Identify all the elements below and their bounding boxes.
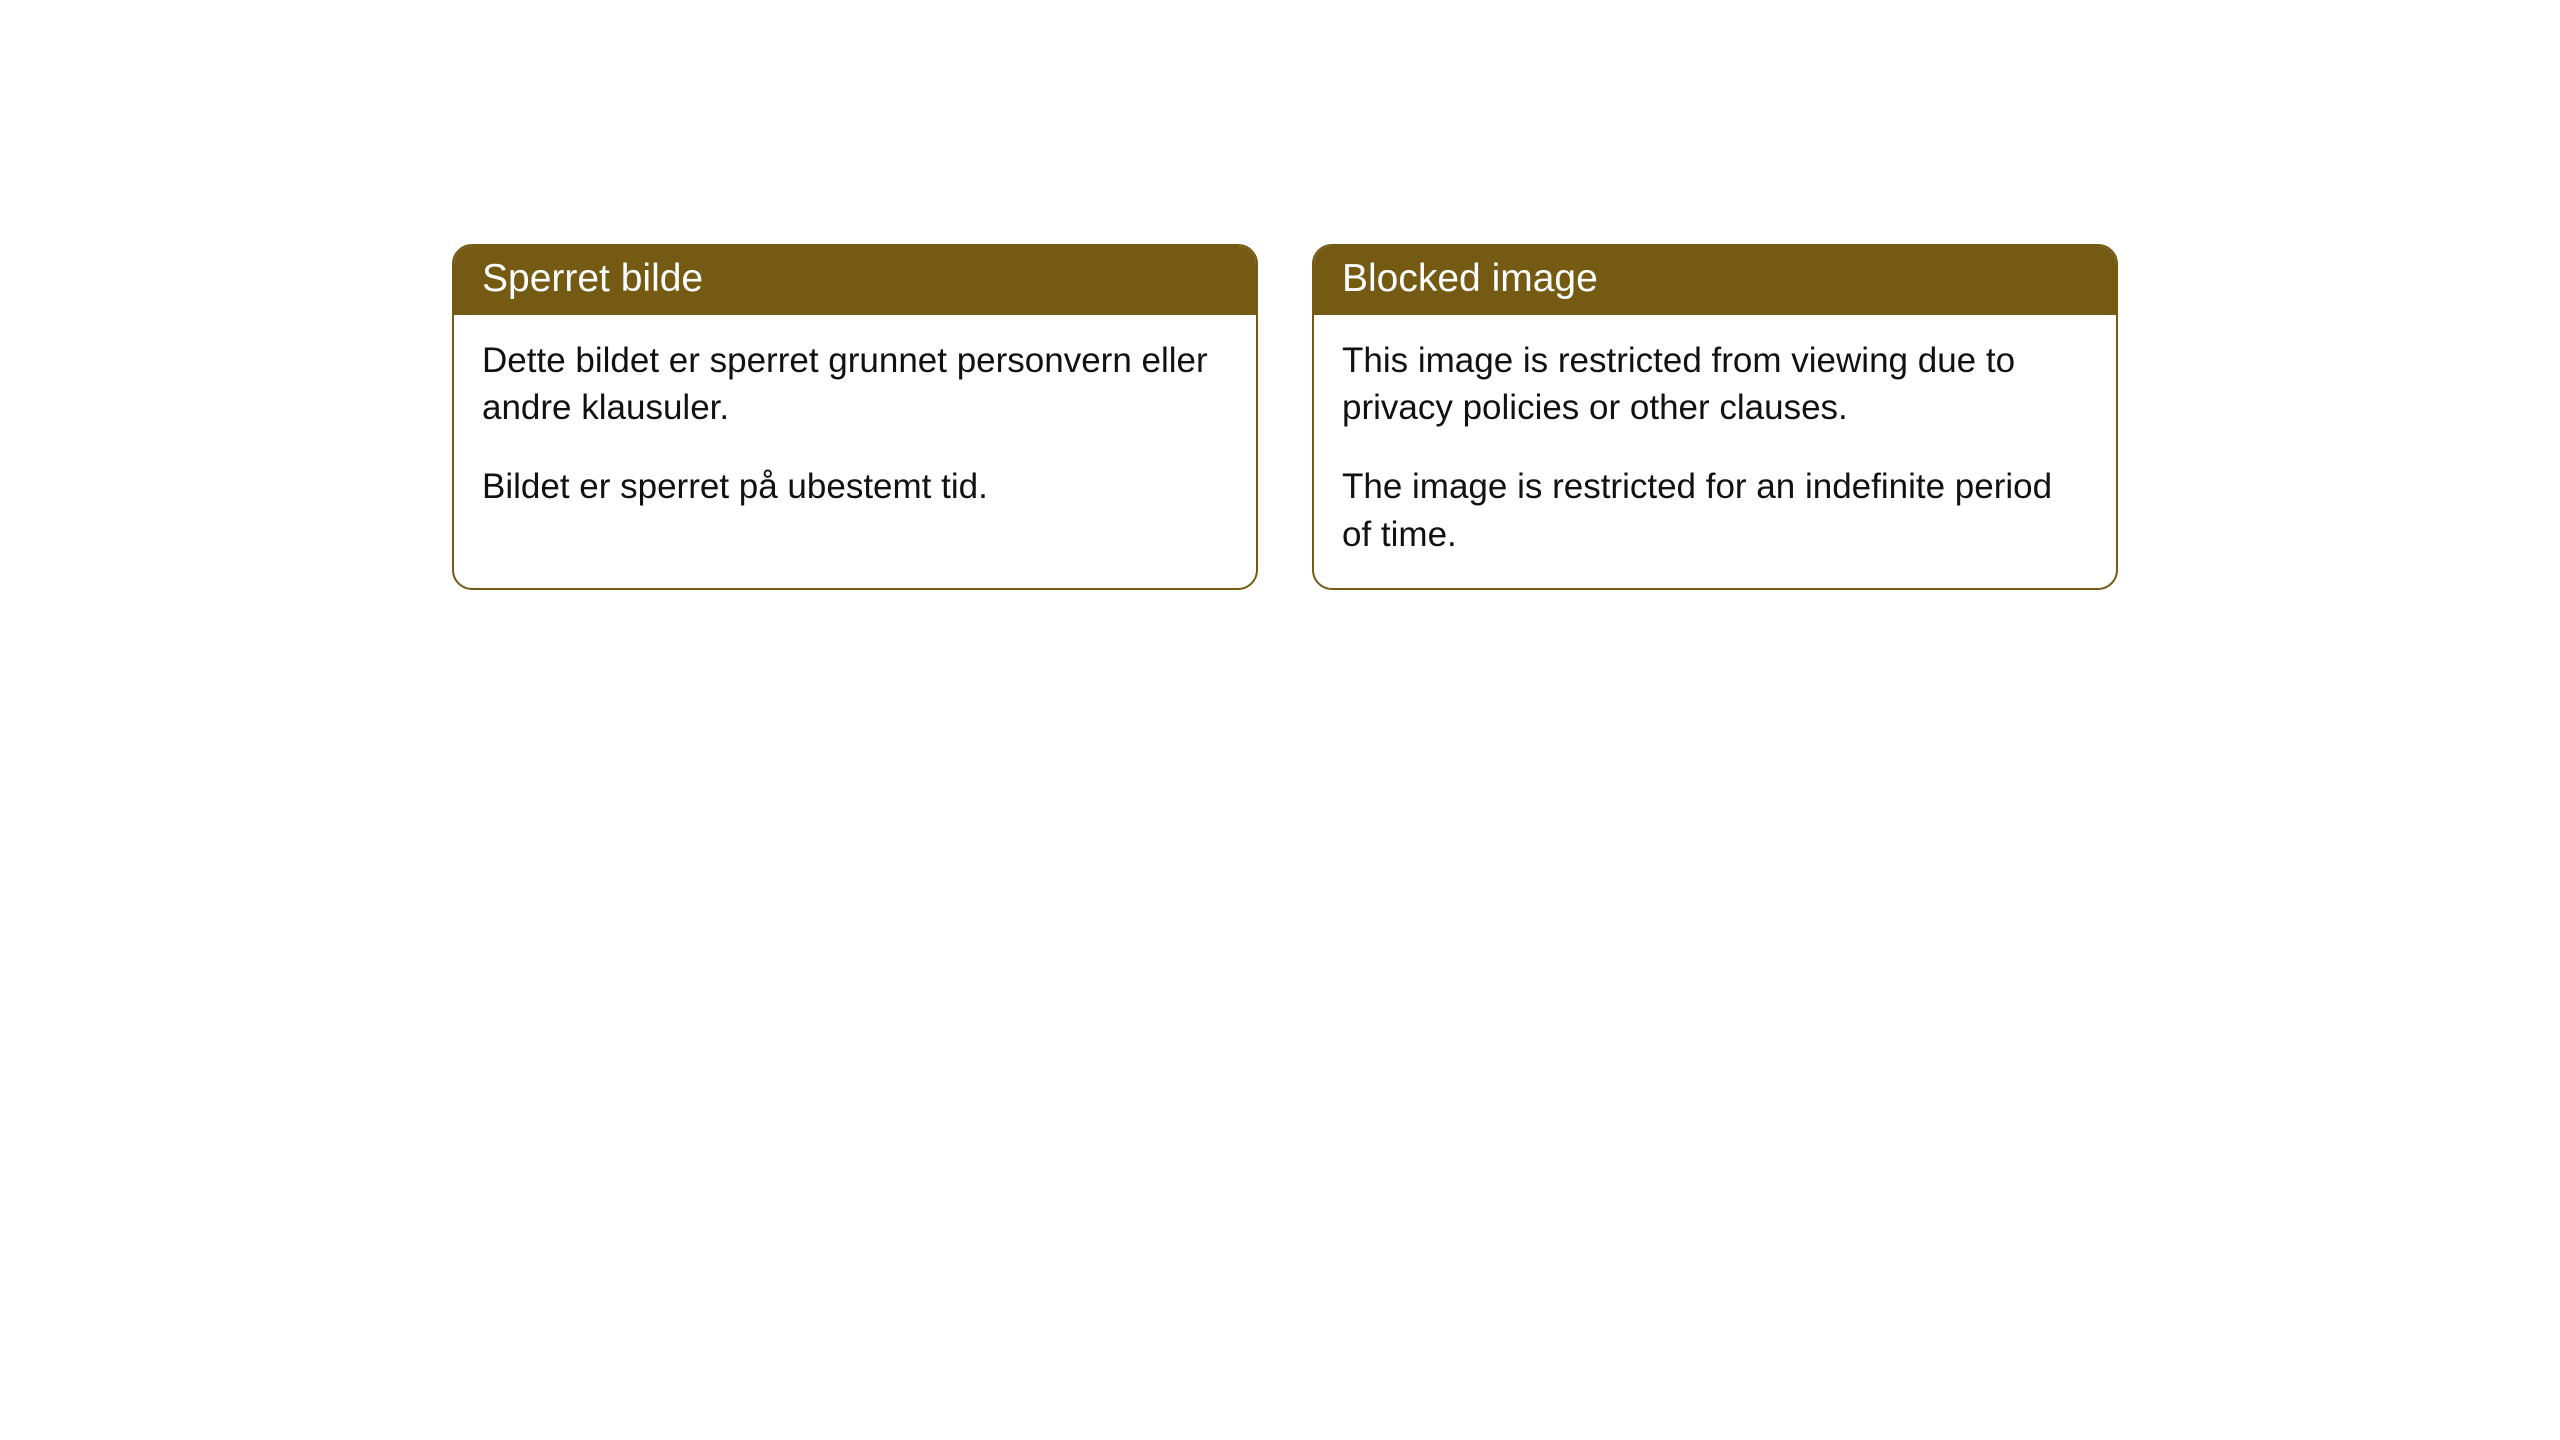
card-header-nb: Sperret bilde (454, 246, 1256, 315)
card-body-nb-p1: Dette bildet er sperret grunnet personve… (482, 337, 1228, 432)
card-body-en-p2: The image is restricted for an indefinit… (1342, 463, 2088, 558)
card-body-en: This image is restricted from viewing du… (1314, 315, 2116, 588)
card-body-en-p1: This image is restricted from viewing du… (1342, 337, 2088, 432)
notice-cards-container: Sperret bilde Dette bildet er sperret gr… (0, 0, 2560, 590)
blocked-image-card-nb: Sperret bilde Dette bildet er sperret gr… (452, 244, 1258, 590)
blocked-image-card-en: Blocked image This image is restricted f… (1312, 244, 2118, 590)
card-body-nb: Dette bildet er sperret grunnet personve… (454, 315, 1256, 541)
card-header-en: Blocked image (1314, 246, 2116, 315)
card-body-nb-p2: Bildet er sperret på ubestemt tid. (482, 463, 1228, 510)
